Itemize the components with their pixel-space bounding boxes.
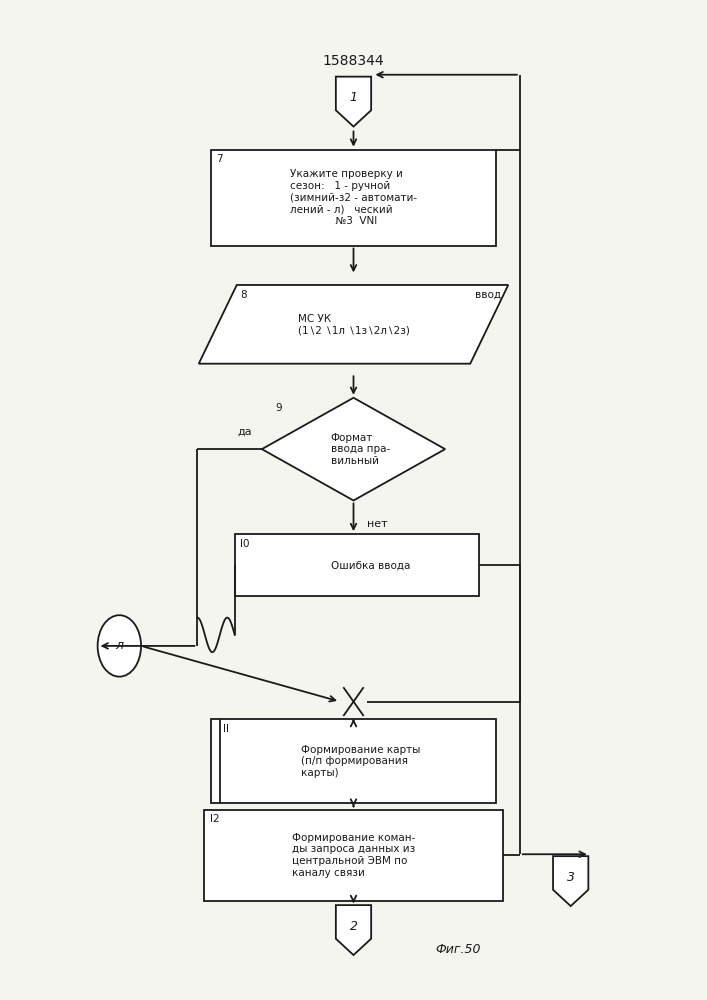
Text: да: да (238, 427, 252, 437)
Polygon shape (262, 398, 445, 500)
Text: 1: 1 (349, 91, 358, 104)
Text: Формирование коман-
ды запроса данных из
центральной ЭВМ по
каналу связи: Формирование коман- ды запроса данных из… (292, 833, 415, 878)
Text: 7: 7 (216, 154, 223, 164)
Polygon shape (336, 77, 371, 127)
Text: нет: нет (367, 519, 387, 529)
Text: 3: 3 (567, 871, 575, 884)
Text: Фиг.50: Фиг.50 (435, 943, 481, 956)
Text: 9: 9 (276, 403, 282, 413)
Text: Ошибка ввода: Ошибка ввода (331, 560, 410, 570)
Circle shape (98, 615, 141, 677)
Text: л: л (115, 639, 123, 652)
Bar (204, 810, 503, 901)
Text: Укажите проверку и
сезон:   1 - ручной
(зимний-з2 - автомати-
лений - л)   чески: Укажите проверку и сезон: 1 - ручной (зи… (290, 169, 417, 226)
Text: ввод: ввод (476, 290, 501, 300)
Polygon shape (553, 856, 588, 906)
Text: I2: I2 (209, 814, 219, 824)
Bar (211, 719, 496, 803)
Text: 8: 8 (240, 290, 247, 300)
Text: Формирование карты
(п/п формирования
карты): Формирование карты (п/п формирования кар… (300, 745, 420, 778)
Polygon shape (336, 905, 371, 955)
Text: Формат
ввода пра-
вильный: Формат ввода пра- вильный (331, 433, 390, 466)
Text: II: II (223, 724, 229, 734)
Text: 2: 2 (349, 920, 358, 933)
Polygon shape (199, 285, 508, 364)
Bar (211, 150, 496, 246)
Text: 1588344: 1588344 (322, 54, 385, 68)
Text: I0: I0 (240, 539, 250, 549)
Bar (235, 534, 479, 596)
Text: ΜC УК
(1∖2 ∖1л ∖1з∖2л∖2з): ΜC УК (1∖2 ∖1л ∖1з∖2л∖2з) (298, 314, 409, 335)
